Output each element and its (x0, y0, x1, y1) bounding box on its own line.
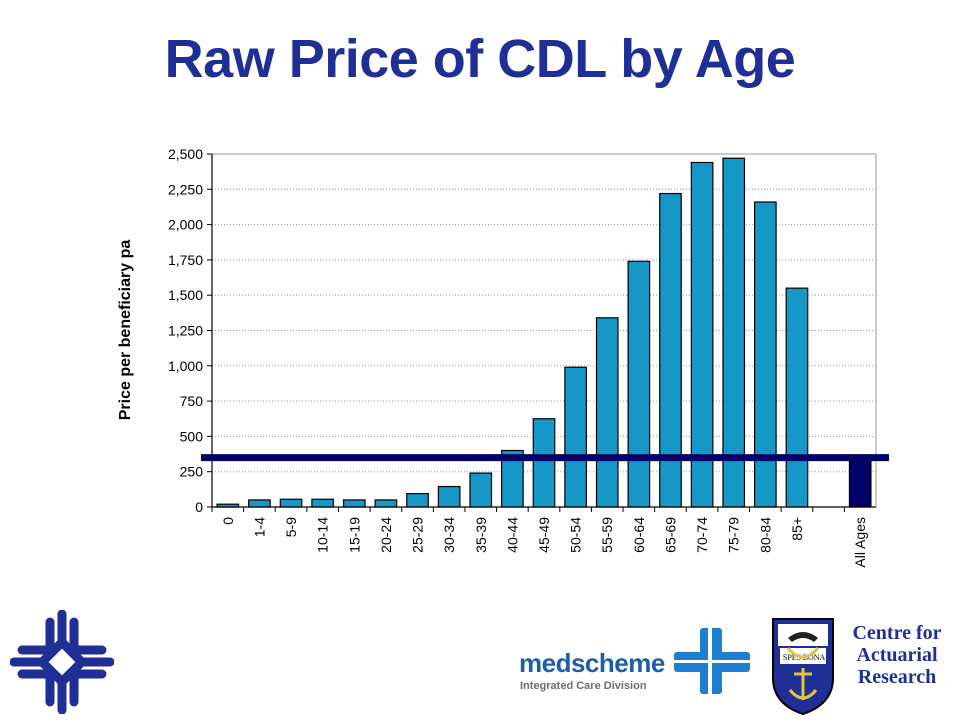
y-tick-label: 500 (180, 428, 204, 444)
x-tick-label: 1-4 (251, 517, 267, 537)
y-tick-label: 2,250 (168, 181, 203, 197)
x-tick-label: 15-19 (346, 517, 362, 553)
x-tick-label: 5-9 (283, 517, 299, 537)
y-tick-label: 1,250 (168, 323, 203, 339)
bar-1-4 (248, 499, 271, 508)
y-tick-label: 250 (180, 464, 204, 480)
medscheme-subtitle: Integrated Care Division (520, 680, 647, 692)
x-tick-labels: 0 1-4 5-9 10-14 15-19 20-24 25-29 30-34 35-39 40-… (220, 517, 868, 568)
car-line-2: Actuarial (856, 644, 938, 666)
y-tick-label: 750 (180, 393, 204, 409)
cross-knot-logo-icon (10, 610, 114, 714)
x-tick-label: 40-44 (504, 517, 520, 553)
x-tick-label: All Ages (852, 517, 868, 568)
y-tick-label: 1,000 (168, 358, 203, 374)
bar-80-84 (753, 201, 777, 508)
x-tick-label: 60-64 (631, 517, 647, 553)
axes (207, 153, 877, 512)
car-logo-text: Centre for Actuarial Research (838, 622, 956, 688)
bar-50-54 (564, 366, 587, 508)
x-tick-label: 25-29 (410, 517, 426, 553)
svg-text:SPES: SPES (783, 653, 801, 662)
bar-25-29 (406, 492, 429, 508)
bar-30-34 (437, 485, 461, 508)
bar-55-59 (595, 317, 619, 508)
bar-5-9 (279, 498, 303, 508)
x-tick-label: 50-54 (568, 517, 584, 553)
y-tick-label: 1,500 (168, 287, 203, 303)
bar-chart: 0 250 500 750 1,000 1,250 1,500 1,750 2,000 2,250… (117, 146, 889, 568)
y-tick-labels: 0 250 500 750 1,000 1,250 1,500 1,750 2,000 2,250… (168, 146, 203, 515)
bar-60-64 (627, 260, 651, 508)
bar-85- (785, 287, 809, 508)
x-tick-label: 55-59 (599, 517, 615, 553)
y-tick-label: 1,750 (168, 252, 203, 268)
svg-text:BONA: BONA (803, 653, 826, 662)
medscheme-wordmark: medscheme (519, 648, 665, 678)
page-title: Raw Price of CDL by Age (164, 29, 796, 89)
bar-35-39 (469, 472, 493, 508)
x-tick-label: 80-84 (757, 517, 773, 553)
medscheme-mark-icon (674, 628, 750, 694)
y-axis-label: Price per beneficiary pa (117, 240, 134, 421)
y-tick-label: 0 (195, 499, 203, 515)
x-tick-label: 85+ (789, 517, 805, 541)
car-line-1: Centre for (852, 622, 942, 644)
bar-15-19 (342, 499, 366, 508)
bar-20-24 (374, 499, 398, 508)
bars (216, 157, 872, 508)
uct-crest-icon: SPES BONA (772, 618, 834, 716)
x-tick-label: 35-39 (473, 517, 489, 553)
x-tick-label: 20-24 (378, 517, 394, 553)
bar-10-14 (311, 498, 335, 508)
y-tick-label: 2,000 (168, 217, 203, 233)
car-line-3: Research (857, 666, 937, 688)
bar-all-ages (848, 459, 872, 508)
x-tick-label: 0 (220, 517, 236, 525)
x-tick-label: 75-79 (726, 517, 742, 553)
x-tick-label: 10-14 (315, 517, 331, 553)
bar-45-49 (532, 418, 556, 508)
x-tick-label: 65-69 (662, 517, 678, 553)
x-tick-label: 30-34 (441, 517, 457, 553)
x-tick-label: 45-49 (536, 517, 552, 553)
y-tick-label: 2,500 (168, 146, 203, 162)
x-tick-label: 70-74 (694, 517, 710, 553)
